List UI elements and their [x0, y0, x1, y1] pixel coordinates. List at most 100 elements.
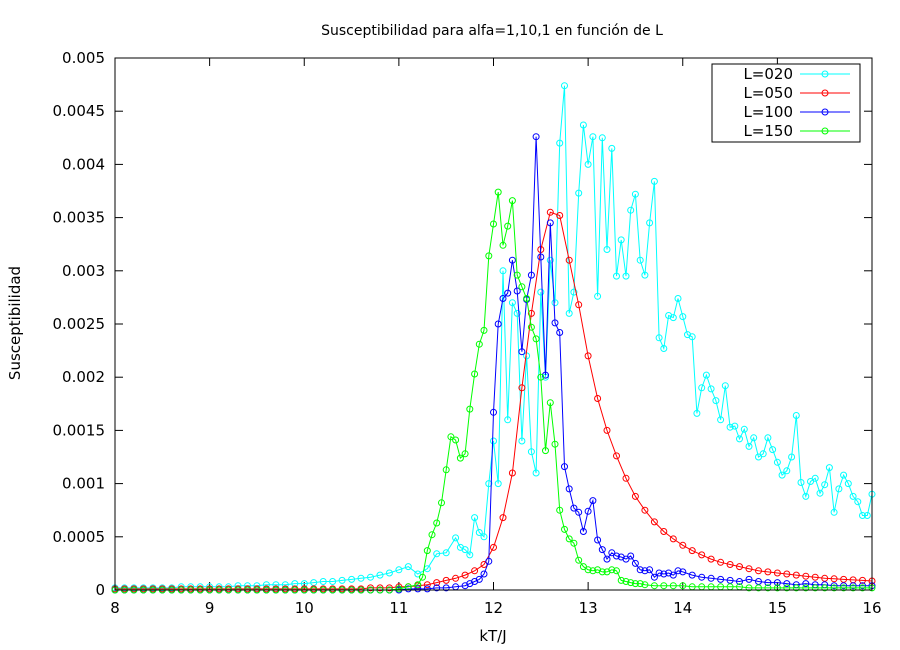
data-point	[452, 574, 460, 582]
y-tick-label: 0.004	[62, 155, 105, 173]
data-point	[584, 566, 592, 574]
data-point	[660, 345, 668, 352]
data-point	[480, 570, 488, 578]
data-point	[490, 408, 497, 416]
data-point	[688, 333, 696, 341]
data-point	[830, 582, 838, 590]
data-point	[811, 573, 819, 581]
data-point	[608, 566, 616, 574]
y-tick-label: 0.003	[62, 262, 105, 280]
data-point	[532, 469, 540, 477]
data-point	[636, 580, 644, 588]
data-point	[731, 422, 739, 430]
data-point	[589, 133, 597, 141]
x-tick-label: 12	[484, 599, 503, 617]
data-point	[438, 499, 445, 507]
data-point	[523, 295, 531, 302]
plot-frame	[114, 57, 873, 591]
data-point	[475, 340, 483, 348]
data-point	[825, 464, 833, 472]
data-point	[395, 566, 403, 574]
data-point	[556, 329, 564, 336]
data-point	[755, 453, 762, 461]
data-point	[551, 299, 559, 307]
y-tick-label: 0.0025	[53, 315, 106, 333]
data-point	[769, 446, 777, 454]
data-point	[561, 525, 568, 533]
data-point	[669, 571, 677, 579]
data-point	[688, 571, 696, 579]
data-point	[433, 550, 441, 558]
data-point	[376, 571, 384, 579]
legend-box	[711, 63, 861, 143]
data-point	[646, 566, 654, 574]
data-point	[707, 574, 715, 582]
data-point	[859, 582, 866, 590]
data-point	[783, 580, 791, 588]
data-point	[594, 292, 602, 300]
data-point	[802, 492, 810, 500]
data-point	[490, 543, 497, 551]
data-point	[376, 584, 384, 592]
data-point	[561, 463, 568, 471]
data-point	[584, 352, 592, 360]
data-point	[674, 567, 682, 575]
data-point	[546, 219, 554, 227]
data-point	[745, 565, 753, 573]
data-point	[598, 134, 606, 142]
data-point	[755, 567, 762, 575]
data-point	[707, 555, 715, 563]
data-point	[485, 252, 493, 260]
data-point	[773, 569, 781, 577]
data-point	[456, 454, 464, 462]
data-point	[622, 272, 630, 280]
data-point	[461, 571, 469, 579]
y-tick-label: 0.0015	[53, 421, 106, 439]
series-l-050	[111, 208, 876, 593]
data-point	[551, 440, 559, 448]
x-tick-label: 11	[389, 599, 408, 617]
data-point	[471, 514, 479, 522]
data-point	[650, 573, 658, 581]
data-point	[622, 578, 630, 585]
data-point	[641, 271, 649, 279]
data-point	[764, 568, 772, 576]
data-point	[613, 272, 620, 280]
data-point	[480, 326, 488, 334]
data-point	[859, 512, 866, 519]
data-point	[840, 584, 848, 592]
data-point	[816, 489, 824, 497]
data-point	[764, 579, 772, 587]
data-point	[508, 197, 516, 205]
y-tick-label: 0.0005	[53, 528, 106, 546]
y-tick-label: 0.005	[62, 49, 105, 67]
data-point	[471, 567, 479, 575]
data-point	[598, 546, 606, 554]
data-point	[849, 492, 857, 500]
data-point	[636, 566, 644, 574]
x-tick-label: 9	[205, 599, 215, 617]
data-point	[627, 206, 635, 214]
data-point	[849, 584, 857, 592]
data-point	[518, 283, 526, 291]
data-point	[660, 582, 668, 590]
data-point	[854, 498, 862, 506]
data-point	[348, 575, 356, 583]
data-point	[859, 576, 866, 584]
data-point	[755, 584, 762, 592]
data-point	[329, 578, 337, 585]
data-point	[442, 549, 450, 557]
data-point	[807, 478, 814, 485]
data-point	[655, 334, 663, 342]
data-point	[792, 571, 800, 579]
legend-marker	[821, 127, 829, 135]
data-point	[726, 423, 734, 431]
data-point	[669, 314, 677, 322]
data-point	[272, 581, 280, 589]
chart-title: Susceptibilidad para alfa=1,10,1 en func…	[321, 23, 663, 39]
data-point	[537, 288, 545, 296]
data-point	[650, 582, 658, 590]
data-point	[840, 582, 848, 590]
data-point	[608, 549, 616, 557]
data-point	[452, 436, 460, 444]
